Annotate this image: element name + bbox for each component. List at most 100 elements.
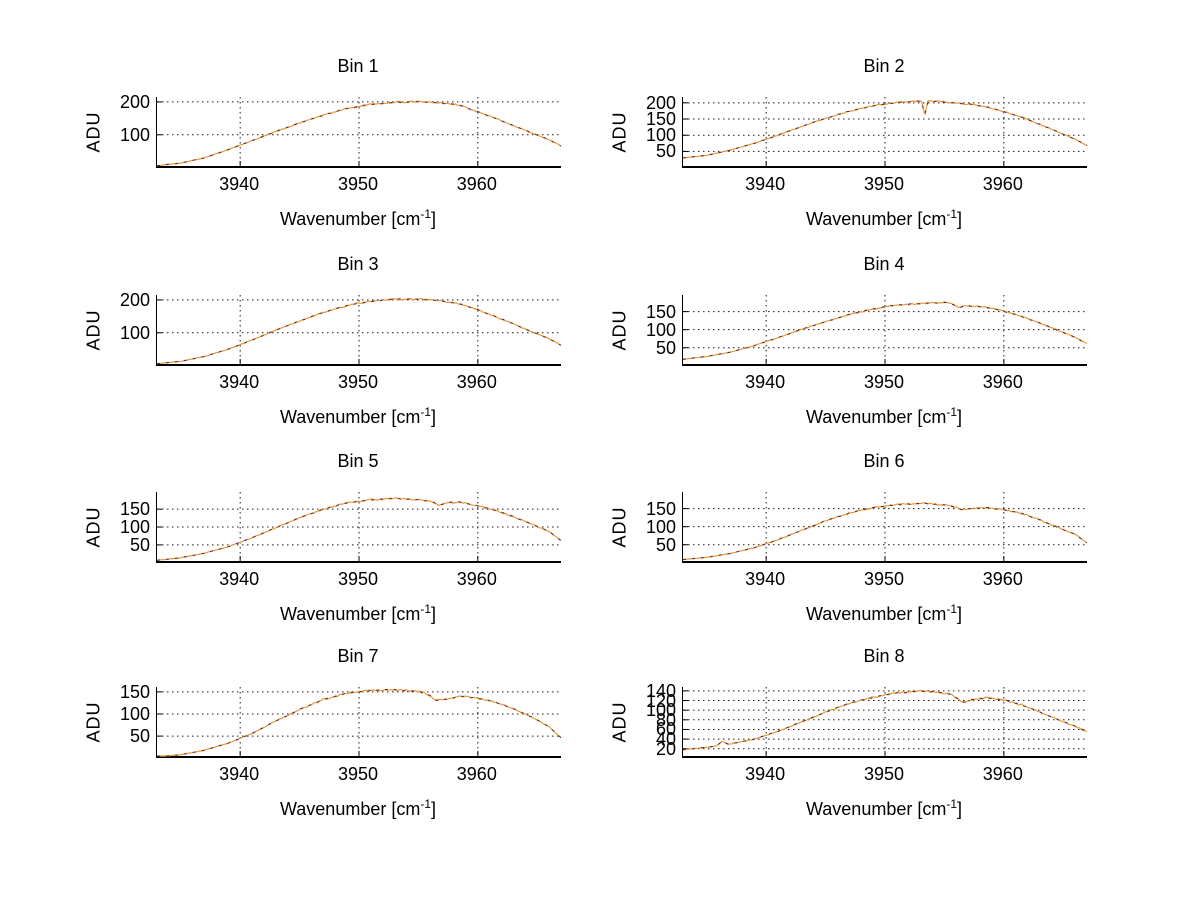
spectrum-line [157,688,562,757]
y-tick-label: 20 [655,738,676,759]
fit-overlay-line [156,100,562,167]
chart-canvas [682,687,1088,756]
plot-title: Bin 6 [863,451,905,471]
y-tick-label: 200 [119,289,150,310]
x-axis-label: Wavenumber [cm-1] [279,797,437,819]
y-tick-label: 200 [645,92,676,113]
subplot-bin-1: Bin 1 ADU 100 200 Wavenumber [cm-1] 3940 3… [84,56,562,229]
x-tick-label: 3960 [456,569,497,589]
chart-canvas [156,97,562,167]
y-tick-label: 150 [119,681,150,702]
y-axis-label: ADU [83,505,104,548]
subplot-bin-2: Bin 2 ADU 50 100 150 200 Wavenumber [cm-1] … [610,56,1088,229]
y-tick-label: 150 [645,301,676,322]
x-tick-label: 3950 [863,569,905,589]
x-tick-label: 3950 [863,174,905,194]
plot-title: Bin 2 [863,56,905,76]
spectrum-line [682,689,1088,751]
y-axis-label: ADU [609,700,630,743]
fit-overlay-line [156,497,562,561]
x-tick-label: 3940 [219,174,260,194]
x-axis-label: Wavenumber [cm-1] [805,405,963,427]
x-axis-label: Wavenumber [cm-1] [805,797,963,819]
y-tick-label: 120 [645,690,676,711]
y-tick-label: 200 [119,91,150,112]
y-tick-label: 50 [655,337,676,358]
y-tick-label: 100 [119,517,150,538]
x-tick-label: 3960 [456,764,497,784]
plot-area: 50 100 150 [120,683,562,758]
y-tick-label: 50 [655,534,676,555]
fit-overlay-line [682,690,1088,751]
x-tick-label: 3940 [745,764,786,784]
plot-area: 50 100 150 [646,492,1088,563]
x-tick-label: 3950 [863,372,905,392]
plot-area: 20 40 60 80 100 120 140 [646,682,1088,758]
subplot-bin-5: Bin 5 ADU 50 100 150 Wavenumber [cm-1] 394… [84,451,562,624]
y-tick-label: 100 [645,700,676,721]
x-tick-label: 3940 [219,764,260,784]
chart-canvas [157,687,562,757]
plot-title: Bin 5 [337,451,379,471]
y-axis-label: ADU [609,505,630,548]
y-tick-label: 100 [119,124,150,145]
y-tick-label: 100 [119,322,150,343]
chart-canvas [682,492,1088,561]
plot-title: Bin 4 [863,254,905,274]
y-tick-label: 100 [645,319,676,340]
x-axis-label: Wavenumber [cm-1] [279,207,437,229]
y-tick-label: 60 [655,719,676,740]
fit-overlay-line [156,298,562,365]
x-tick-label: 3960 [982,764,1023,784]
y-tick-label: 40 [655,729,676,750]
plot-title: Bin 3 [337,254,379,274]
x-tick-label: 3950 [337,174,379,194]
x-tick-label: 3940 [745,372,786,392]
x-tick-label: 3960 [456,174,497,194]
x-axis-label: Wavenumber [cm-1] [805,602,963,624]
x-tick-label: 3940 [745,569,786,589]
y-tick-label: 150 [645,109,676,130]
subplot-bin-8: Bin 8 ADU 20 40 60 80 100 120 140 Wavenumber [… [610,646,1088,819]
y-axis-label: ADU [83,700,104,743]
plot-area: 100 200 [120,93,562,168]
chart-canvas [156,492,562,561]
x-tick-label: 3940 [219,372,260,392]
plot-area: 50 100 150 200 [646,94,1088,168]
plot-area: 50 100 150 [120,492,562,563]
x-tick-label: 3950 [337,372,379,392]
plot-area: 50 100 150 [646,295,1088,366]
y-tick-label: 50 [129,534,150,555]
y-tick-label: 150 [645,498,676,519]
chart-canvas [682,97,1088,166]
subplot-bin-7: Bin 7 ADU 50 100 150 Wavenumber [cm-1] 394… [84,646,562,819]
y-axis-label: ADU [83,110,104,153]
x-tick-label: 3960 [982,372,1023,392]
chart-canvas [156,295,562,365]
plot-title: Bin 1 [337,56,379,76]
x-tick-label: 3950 [337,569,379,589]
x-axis-label: Wavenumber [cm-1] [805,207,963,229]
y-axis-label: ADU [609,110,630,153]
y-tick-label: 50 [129,726,150,747]
y-tick-label: 100 [645,516,676,537]
y-tick-label: 50 [655,141,676,162]
x-axis-label: Wavenumber [cm-1] [279,602,437,624]
plot-title: Bin 8 [863,646,905,666]
plot-title: Bin 7 [337,646,379,666]
x-tick-label: 3960 [982,174,1023,194]
x-tick-label: 3960 [982,569,1023,589]
x-tick-label: 3940 [745,174,786,194]
y-tick-label: 140 [645,680,676,701]
y-tick-label: 100 [645,125,676,146]
x-tick-label: 3940 [219,569,260,589]
fit-overlay-line [682,100,1088,159]
x-axis-label: Wavenumber [cm-1] [279,405,437,427]
y-tick-label: 80 [655,709,676,730]
x-tick-label: 3950 [863,764,905,784]
spectrum-line [683,301,1088,360]
subplot-bin-6: Bin 6 ADU 50 100 150 Wavenumber [cm-1] 394… [610,451,1088,624]
spectrum-line [682,502,1088,561]
y-tick-label: 100 [119,703,150,724]
